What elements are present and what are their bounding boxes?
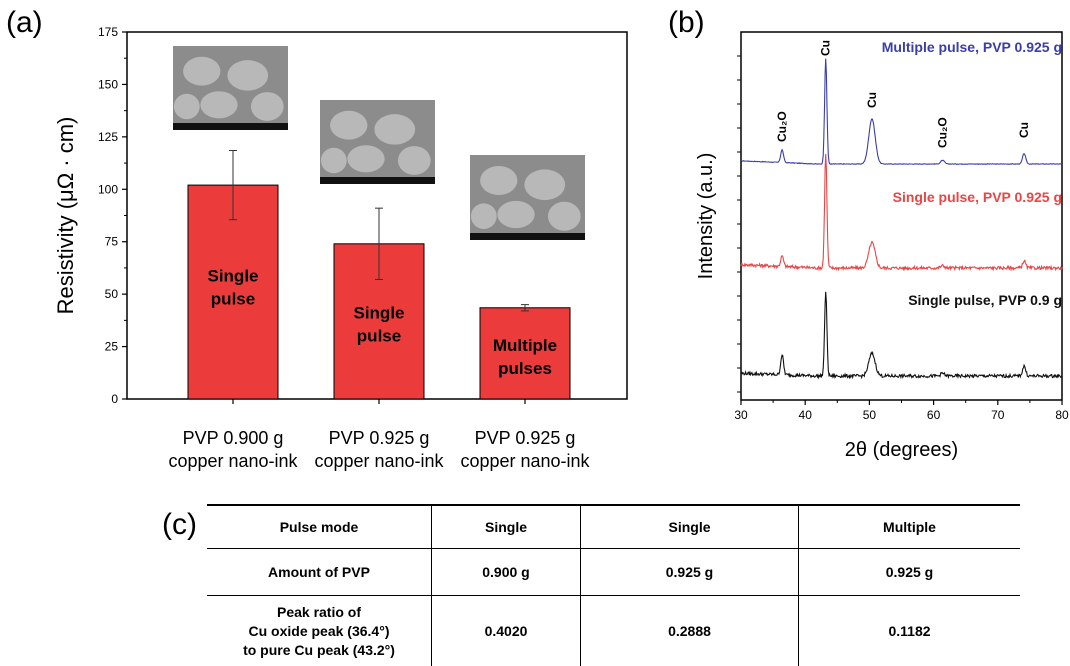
series-label: Multiple pulse, PVP 0.925 g — [882, 39, 1062, 55]
xrd-series-line — [741, 59, 1062, 165]
series-label: Single pulse, PVP 0.9 g — [908, 292, 1062, 308]
table-cell: Peak ratio of Cu oxide peak (36.4°) to p… — [207, 596, 432, 666]
table-cell: Single — [581, 505, 799, 549]
x-tick-label: 30 — [734, 408, 748, 422]
table-cell: Amount of PVP — [207, 549, 432, 596]
y-axis-title: Intensity (a.u.) — [695, 153, 717, 280]
table-cell: 0.1182 — [799, 596, 1021, 666]
table-row: Peak ratio of Cu oxide peak (36.4°) to p… — [207, 596, 1020, 666]
table-cell: 0.900 g — [432, 549, 581, 596]
peak-annotation: Cu₂O — [936, 117, 950, 148]
peak-annotation: Cu — [819, 40, 833, 56]
peak-annotation: Cu₂O — [775, 111, 789, 142]
table-cell: 0.925 g — [799, 549, 1021, 596]
peak-annotation: Cu — [1017, 122, 1031, 138]
table-cell: Multiple — [799, 505, 1021, 549]
peak-annotation: Cu — [865, 92, 879, 108]
x-tick-label: 80 — [1055, 408, 1069, 422]
x-tick-label: 70 — [991, 408, 1005, 422]
table-row: Amount of PVP 0.900 g 0.925 g 0.925 g — [207, 549, 1020, 596]
x-tick-label: 50 — [863, 408, 877, 422]
x-axis-title: 2θ (degrees) — [845, 439, 958, 461]
summary-table: Pulse mode Single Single Multiple Amount… — [207, 504, 1020, 666]
xrd-series-line — [741, 154, 1062, 270]
table-cell: 0.925 g — [581, 549, 799, 596]
series-label: Single pulse, PVP 0.925 g — [893, 189, 1062, 205]
table-cell: 0.4020 — [432, 596, 581, 666]
x-tick-label: 60 — [927, 408, 941, 422]
table-cell: Single — [432, 505, 581, 549]
table-header-row: Pulse mode Single Single Multiple — [207, 505, 1020, 549]
table-cell: Pulse mode — [207, 505, 432, 549]
x-tick-label: 40 — [799, 408, 813, 422]
table-cell: 0.2888 — [581, 596, 799, 666]
plot-frame — [741, 32, 1062, 400]
